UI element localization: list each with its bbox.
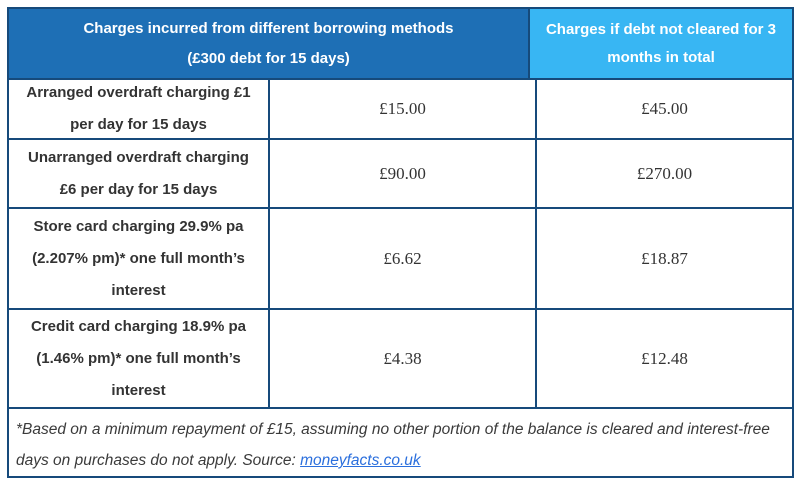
table-row-arranged-overdraft: Arranged overdraft charging £1 per day f… [9,80,792,140]
header-3-months-line2: months in total [607,48,715,66]
method-label: Arranged overdraft charging £1 per day f… [9,80,270,138]
charge-15-days-value: £15.00 [270,80,537,138]
table-footnote-row: *Based on a minimum repayment of £15, as… [9,409,792,476]
method-label: Credit card charging 18.9% pa (1.46% pm)… [9,310,270,407]
header-cell-borrowing-methods: Charges incurred from different borrowin… [9,9,530,78]
header-3-months-line1: Charges if debt not cleared for 3 [545,20,777,38]
table-row-unarranged-overdraft: Unarranged overdraft charging £6 per day… [9,140,792,209]
charges-table: Charges incurred from different borrowin… [7,7,794,478]
method-label-line: interest [111,381,166,399]
charge-3-months-value: £12.48 [641,348,688,368]
charge-15-days-value: £90.00 [270,140,537,207]
moneyfacts-link[interactable]: moneyfacts.co.uk [300,452,421,469]
method-label-line: per day for 15 days [70,116,207,133]
header-borrowing-line2: (£300 debt for 15 days) [187,49,350,67]
method-label-line: (1.46% pm)* one full month’s [36,349,241,367]
method-label-line: (2.207% pm)* one full month’s [32,249,245,267]
charge-3-months-value: £45.00 [641,99,688,118]
method-label: Unarranged overdraft charging £6 per day… [9,140,270,207]
charge-15-days-value: £6.62 [270,209,537,308]
method-label-line: interest [111,281,166,299]
charge-3-months-value: £270.00 [636,163,693,183]
method-label-line: Arranged overdraft charging £1 [26,84,251,101]
method-label-line: £6 per day for 15 days [59,180,218,198]
footnote: *Based on a minimum repayment of £15, as… [9,409,792,476]
method-label-line: Credit card charging 18.9% pa [30,317,247,335]
table-header-row: Charges incurred from different borrowin… [9,9,792,80]
method-label: Store card charging 29.9% pa (2.207% pm)… [9,209,270,308]
charge-15-days-value: £4.38 [270,310,537,407]
table-row-credit-card: Credit card charging 18.9% pa (1.46% pm)… [9,310,792,409]
header-borrowing-line1: Charges incurred from different borrowin… [83,19,454,37]
table-row-store-card: Store card charging 29.9% pa (2.207% pm)… [9,209,792,310]
method-label-line: Store card charging 29.9% pa [33,217,244,235]
footnote-text: *Based on a minimum repayment of £15, as… [16,421,770,469]
method-label-line: Unarranged overdraft charging [28,148,249,166]
charge-3-months-value: £18.87 [641,248,688,268]
header-cell-3-months: Charges if debt not cleared for 3 months… [530,9,792,78]
